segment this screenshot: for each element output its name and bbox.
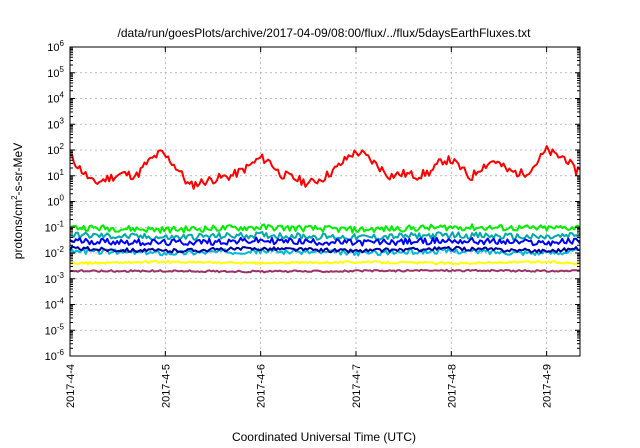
y-tick-label: 103 <box>47 116 64 131</box>
series-line <box>69 145 581 190</box>
y-tick-label: 10-6 <box>45 348 65 363</box>
series-line <box>69 247 581 257</box>
series-line <box>69 245 581 254</box>
grid <box>70 47 580 356</box>
x-tick-label: 2017-4-9 <box>542 364 554 408</box>
y-tick-label: 100 <box>47 194 64 209</box>
y-tick-label: 105 <box>47 65 64 80</box>
y-tick-label: 10-4 <box>45 297 65 312</box>
series-line <box>69 230 581 241</box>
x-axis: 2017-4-4 2017-4-5 2017-4-6 2017-4-7 2017-4-8… <box>65 47 554 408</box>
y-tick-label: 106 <box>47 39 64 54</box>
series-line <box>69 223 581 234</box>
y-tick-label: 102 <box>47 142 64 157</box>
x-tick-label: 2017-4-4 <box>65 364 77 408</box>
x-axis-label: Coordinated Universal Time (UTC) <box>232 430 416 444</box>
series-line <box>69 236 581 247</box>
series-line <box>69 268 581 274</box>
x-tick-label: 2017-4-7 <box>351 364 363 408</box>
x-tick-label: 2017-4-8 <box>446 364 458 408</box>
y-tick-label: 10-5 <box>45 322 65 337</box>
y-tick-label: 10-1 <box>45 219 65 234</box>
x-tick-label: 2017-4-5 <box>160 364 172 408</box>
y-axis-label-base: protons/cm <box>11 200 25 259</box>
chart-title: /data/run/goesPlots/archive/2017-04-09/0… <box>118 26 532 40</box>
y-axis-label-sup: 2 <box>10 195 19 200</box>
x-tick-label: 2017-4-6 <box>256 364 268 408</box>
series-layer <box>69 145 581 274</box>
y-axis-label-tail: -s-sr-MeV <box>11 143 25 196</box>
y-tick-label: 10-2 <box>45 245 65 260</box>
y-tick-label: 101 <box>47 168 64 183</box>
y-axis-label: protons/cm2-s-sr-MeV <box>10 143 25 259</box>
series-line <box>69 259 581 266</box>
y-tick-label: 104 <box>47 91 64 106</box>
y-tick-label: 10-3 <box>45 271 65 286</box>
y-axis: 10-6 10-5 10-4 10-3 10-2 10-1 100 101 102 103 104 1… <box>45 39 580 363</box>
